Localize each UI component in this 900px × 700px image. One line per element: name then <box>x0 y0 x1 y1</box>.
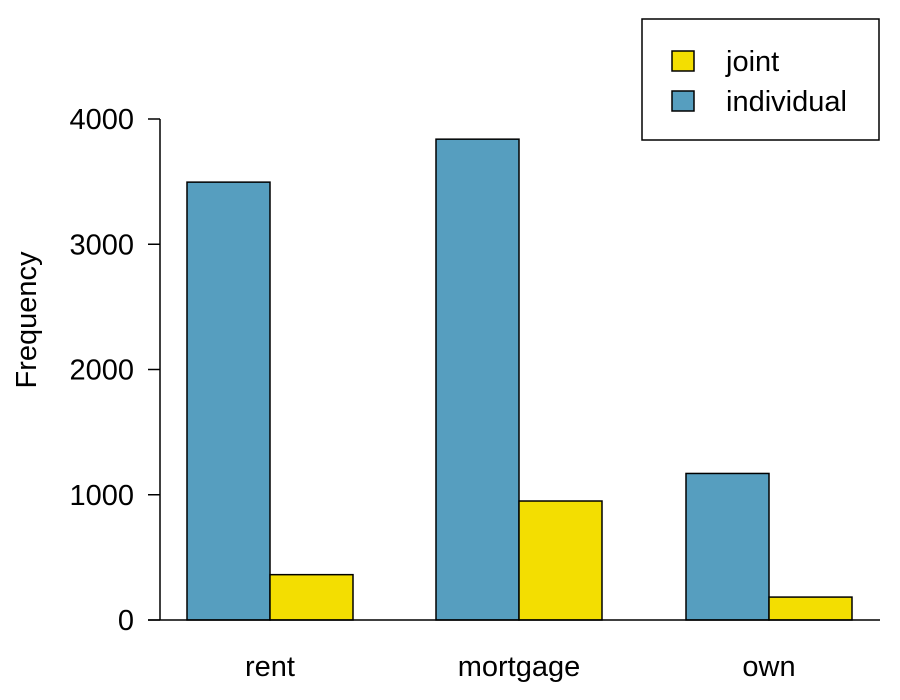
bar-own-joint <box>768 596 853 621</box>
y-tick-label-0: 0 <box>118 605 134 637</box>
bar-mortgage-joint <box>518 500 603 621</box>
y-tick-label-4000: 4000 <box>69 104 134 136</box>
x-tick-label-own: own <box>742 651 795 683</box>
legend-box <box>641 18 880 141</box>
bar-rent-individual <box>186 181 271 621</box>
x-tick-label-rent: rent <box>245 651 295 683</box>
x-tick-label-mortgage: mortgage <box>458 651 581 683</box>
legend-label-joint: joint <box>725 46 779 78</box>
bar-rent-joint <box>269 573 354 621</box>
y-tick-label-2000: 2000 <box>69 355 134 387</box>
y-tick-label-1000: 1000 <box>69 480 134 512</box>
bar-mortgage-individual <box>435 138 520 621</box>
y-tick-label-3000: 3000 <box>69 229 134 261</box>
legend-label-individual: individual <box>726 86 847 118</box>
y-axis: 0 1000 2000 3000 4000 <box>69 104 161 637</box>
y-axis-title: Frequency <box>11 251 43 389</box>
legend-swatch-individual <box>671 90 695 112</box>
x-axis-labels: rent mortgage own <box>245 651 796 683</box>
bar-own-individual <box>685 472 770 621</box>
legend: joint individual <box>641 18 880 141</box>
legend-swatch-joint <box>671 50 695 72</box>
bars-group <box>186 138 853 621</box>
